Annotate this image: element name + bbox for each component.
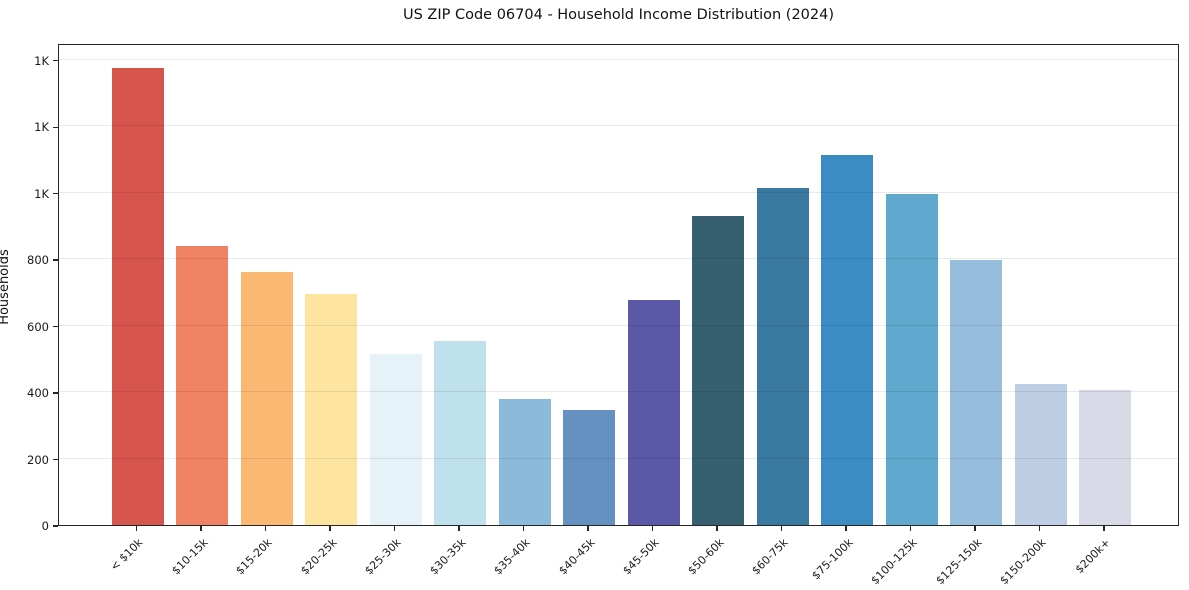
x-tick-mark (716, 526, 718, 531)
x-tick-mark (393, 526, 396, 531)
y-tick-mark (53, 192, 58, 195)
x-tick-label: $30-35k (426, 536, 469, 578)
x-tick-label: $75-100k (808, 536, 856, 583)
y-tick-label: 0 (41, 519, 49, 533)
x-axis-tick-group: < $10k $10-15k $15-20k $20-25k $25-30k $30-35… (58, 526, 1189, 590)
x-tick-mark (845, 526, 847, 531)
y-tick-label: 1K (34, 53, 49, 68)
y-tick-label: 1K (34, 120, 49, 135)
chart-title: US ZIP Code 06704 - Household Income Dis… (402, 7, 835, 23)
y-axis-tick-group: 0 200 400 600 800 1K 1K 1K (0, 44, 58, 533)
bar (240, 272, 293, 525)
x-tick-label: $20-25k (297, 536, 340, 578)
gridline (59, 125, 1178, 127)
gridline (59, 191, 1178, 193)
y-tick-label: 1K (34, 186, 49, 201)
x-tick-label: $25-30k (362, 536, 404, 578)
y-tick-mark (53, 325, 58, 328)
x-tick-label: $15-20k (233, 536, 275, 578)
y-tick-label: 800 (27, 253, 49, 268)
bar (563, 409, 615, 525)
y-tick-mark (53, 392, 58, 394)
x-tick-mark (200, 526, 202, 531)
bar (305, 293, 357, 525)
bar (950, 260, 1002, 525)
bar (627, 299, 680, 525)
bar (111, 67, 164, 525)
x-tick-mark (329, 526, 331, 531)
bar (885, 194, 938, 525)
bar (756, 187, 809, 525)
y-tick-label: 400 (27, 386, 49, 401)
bar (176, 245, 228, 525)
gridline (59, 58, 1178, 60)
bar (1014, 384, 1067, 525)
bar (498, 398, 551, 525)
x-tick-label: $200k+ (1073, 536, 1114, 577)
x-tick-mark (974, 526, 976, 531)
x-tick-mark (458, 526, 460, 531)
y-tick-mark (53, 525, 58, 527)
y-tick-mark (53, 259, 58, 261)
y-tick-label: 600 (27, 319, 49, 334)
y-tick-mark (53, 126, 58, 128)
x-tick-mark (651, 526, 654, 531)
x-tick-label: $60-75k (749, 536, 791, 578)
bar (369, 353, 422, 525)
x-tick-mark (1103, 526, 1105, 531)
x-tick-mark (909, 526, 912, 531)
x-tick-mark (1038, 526, 1041, 531)
bar (434, 341, 486, 525)
bar (1079, 390, 1131, 525)
bar (692, 216, 744, 525)
bar (821, 154, 873, 525)
gridline (59, 258, 1178, 260)
x-tick-label: $40-45k (555, 536, 598, 578)
y-tick-label: 200 (27, 452, 49, 467)
y-tick-mark (53, 458, 58, 461)
x-tick-mark (587, 526, 589, 531)
gridline (59, 391, 1178, 393)
x-tick-mark (264, 526, 267, 531)
x-tick-mark (780, 526, 783, 531)
x-tick-label: $10-15k (168, 536, 211, 578)
y-tick-mark (53, 60, 58, 62)
x-tick-label: < $10k (108, 536, 146, 574)
gridline (59, 457, 1178, 459)
x-tick-label: $45-50k (620, 536, 662, 578)
x-tick-mark (135, 526, 138, 531)
gridline (59, 324, 1178, 326)
x-tick-label: $125-150k (933, 536, 985, 588)
x-tick-mark (522, 526, 525, 531)
x-tick-label: $150-200k (997, 536, 1049, 588)
plot-area (58, 44, 1179, 526)
x-tick-label: $50-60k (684, 536, 727, 578)
x-tick-label: $35-40k (491, 536, 533, 578)
x-tick-label: $100-125k (868, 536, 920, 588)
